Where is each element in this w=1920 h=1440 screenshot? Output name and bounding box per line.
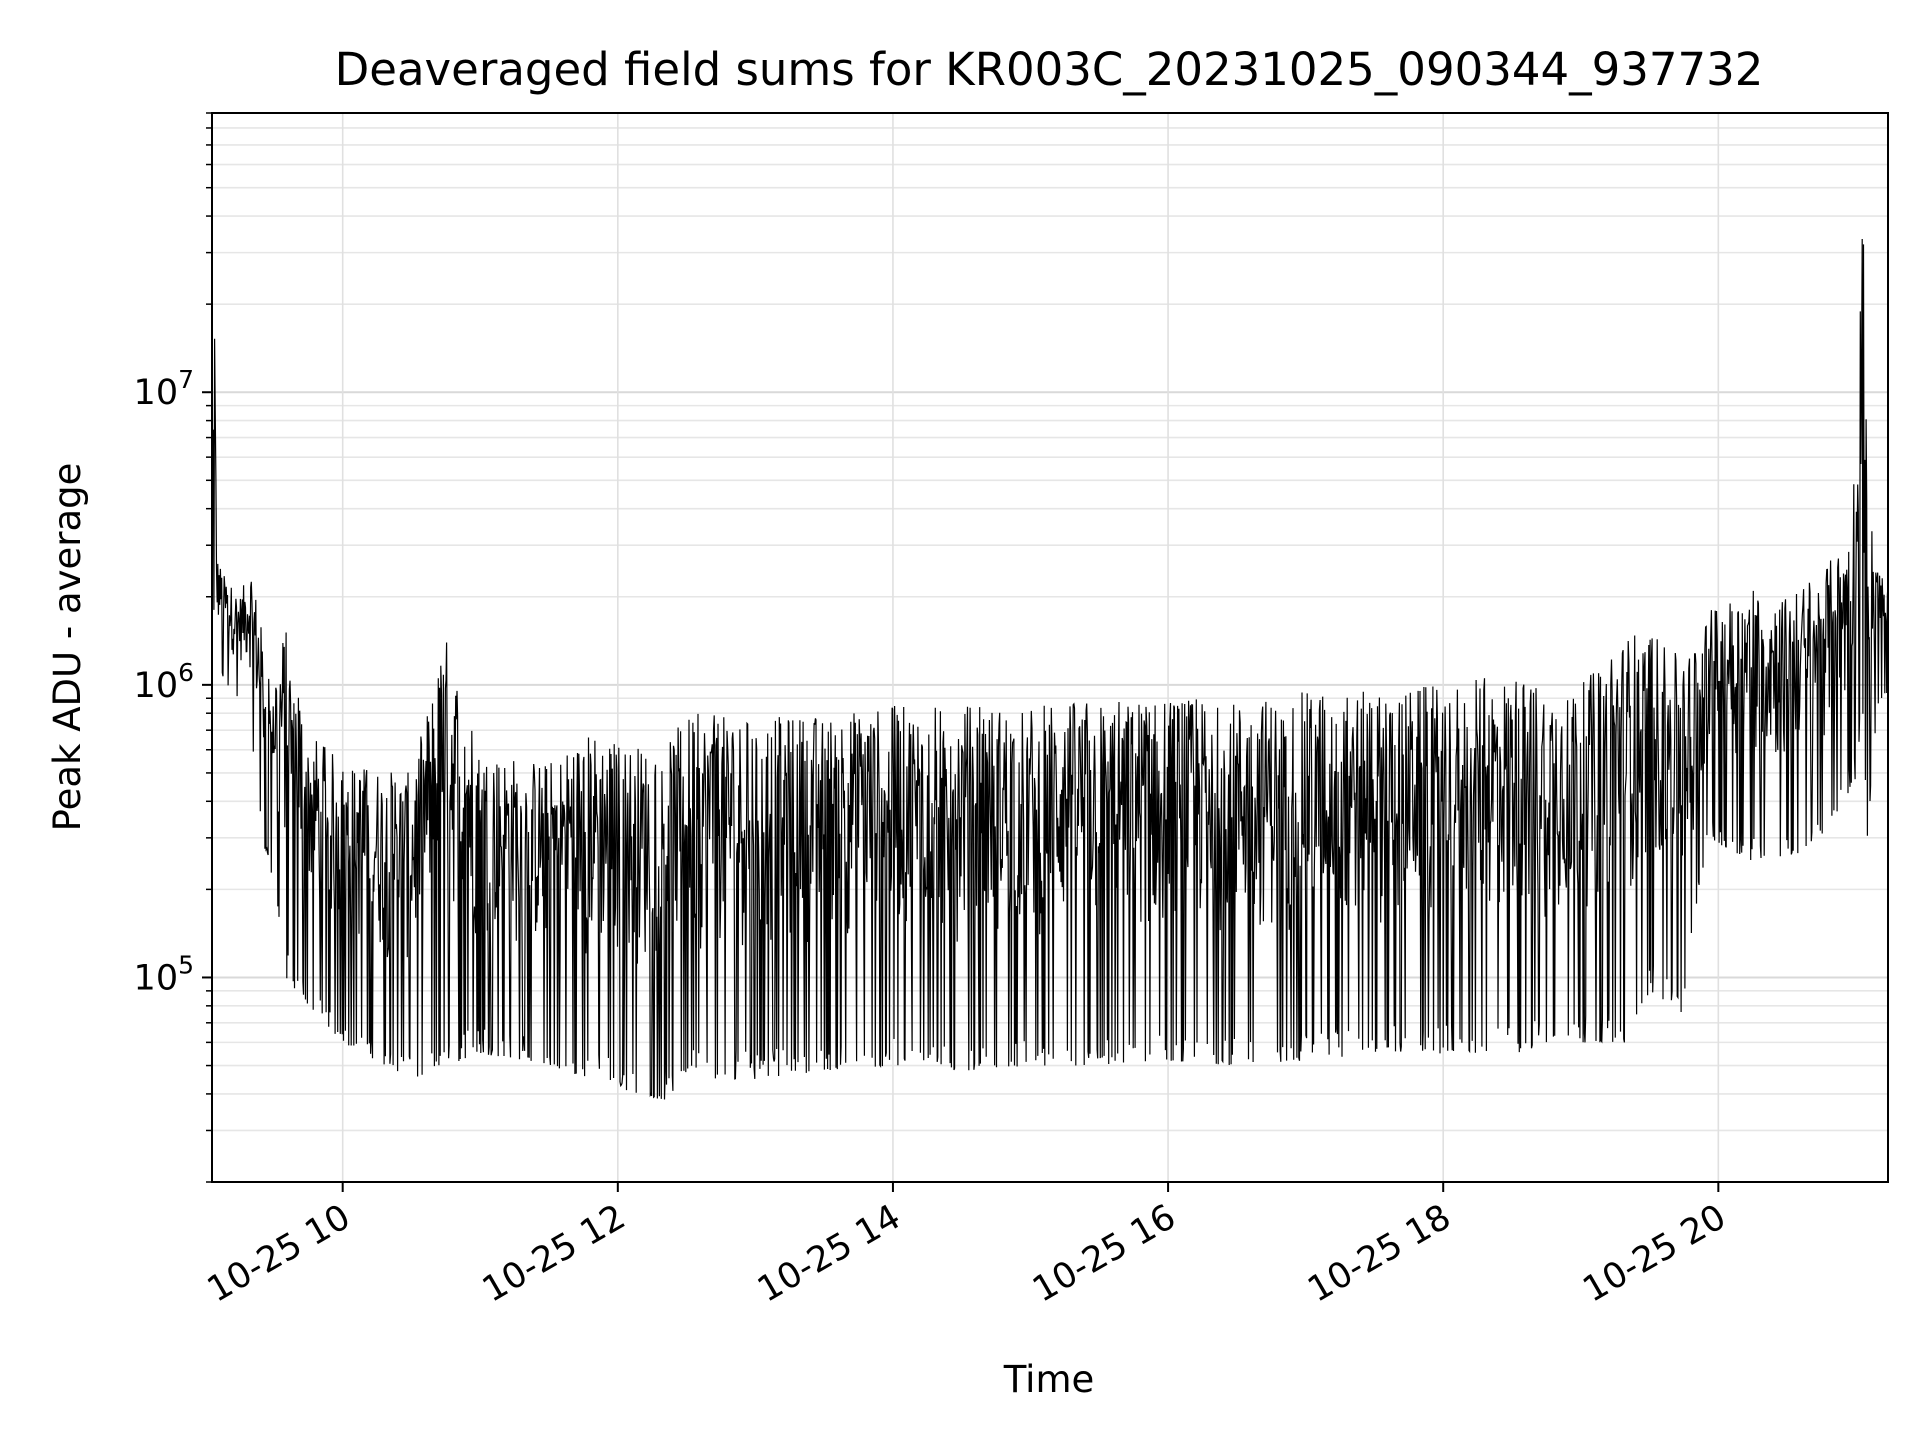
y-axis-label: Peak ADU - average [46, 463, 89, 832]
series-line [212, 238, 1888, 1100]
y-tick-label: 107 [134, 365, 194, 413]
x-axis-label: Time [1003, 1358, 1095, 1401]
y-tick-label: 105 [134, 950, 194, 998]
chart-title: Deaveraged field sums for KR003C_2023102… [335, 43, 1764, 96]
y-tick-label: 106 [134, 658, 194, 706]
y-axis: 105 106 107 [134, 112, 212, 1183]
plot-frame [211, 112, 1889, 1183]
